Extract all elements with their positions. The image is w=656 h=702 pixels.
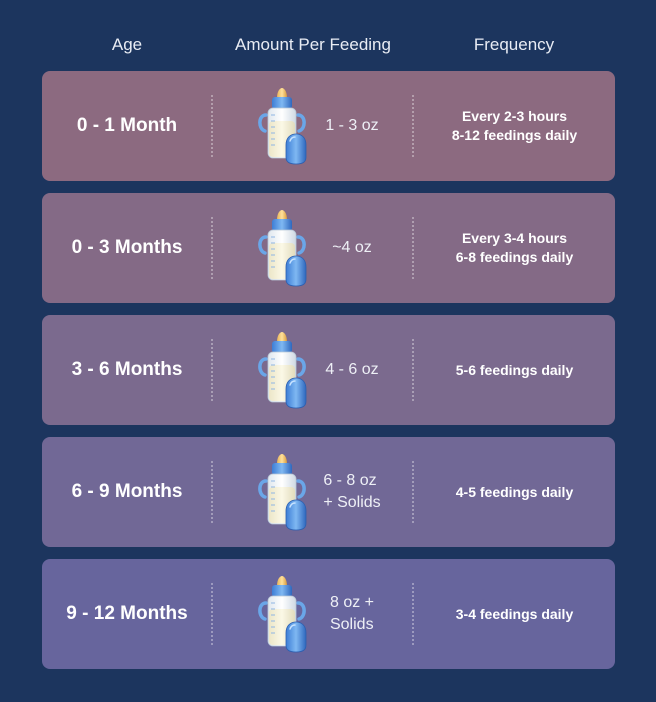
amount-text: 4 - 6 oz <box>325 361 379 378</box>
frequency-text: Every 2-3 hours 8-12 feedings daily <box>451 108 578 143</box>
frequency-text: 4-5 feedings daily <box>455 483 574 500</box>
age-cell: 0 - 1 Month <box>76 115 178 136</box>
frequency-cell: 3-4 feedings daily <box>414 559 615 669</box>
frequency-cell: 5-6 feedings daily <box>414 315 615 425</box>
frequency-cell: Every 3-4 hours 6-8 feedings daily <box>414 193 615 303</box>
column-divider <box>211 339 213 401</box>
column-divider <box>211 217 213 279</box>
amount-text: ~4 oz <box>332 239 372 256</box>
amount-text: 6 - 8 oz + Solids <box>323 472 381 511</box>
baby-bottle-icon <box>256 207 308 289</box>
column-divider <box>211 95 213 157</box>
amount-cell: 1 - 3 oz <box>310 71 394 181</box>
age-cell: 9 - 12 Months <box>66 603 188 624</box>
column-divider <box>412 339 414 401</box>
column-divider <box>211 583 213 645</box>
frequency-column-header: Frequency <box>473 35 555 54</box>
column-divider <box>412 461 414 523</box>
table-row: 9 - 12 Months <box>42 559 615 669</box>
baby-bottle-icon <box>256 573 308 655</box>
amount-cell: ~4 oz <box>310 193 394 303</box>
table-header: Age Amount Per Feeding Frequency <box>42 32 615 58</box>
frequency-cell: 4-5 feedings daily <box>414 437 615 547</box>
frequency-text: 3-4 feedings daily <box>455 605 574 622</box>
frequency-text: Every 3-4 hours 6-8 feedings daily <box>455 230 574 265</box>
column-divider <box>412 583 414 645</box>
table-row: 3 - 6 Months <box>42 315 615 425</box>
amount-cell: 8 oz + Solids <box>310 559 394 669</box>
amount-cell: 4 - 6 oz <box>310 315 394 425</box>
age-column-header: Age <box>111 35 143 54</box>
age-cell: 6 - 9 Months <box>71 481 183 502</box>
column-divider <box>412 95 414 157</box>
table-row: 0 - 3 Months <box>42 193 615 303</box>
age-cell: 0 - 3 Months <box>71 237 183 258</box>
column-divider <box>211 461 213 523</box>
amount-cell: 6 - 8 oz + Solids <box>310 437 394 547</box>
baby-bottle-icon <box>256 329 308 411</box>
age-cell: 3 - 6 Months <box>71 359 183 380</box>
amount-column-header: Amount Per Feeding <box>235 35 391 54</box>
table-row: 6 - 9 Months <box>42 437 615 547</box>
baby-bottle-icon <box>256 451 308 533</box>
amount-text: 1 - 3 oz <box>325 117 379 134</box>
frequency-text: 5-6 feedings daily <box>455 361 574 378</box>
amount-text: 8 oz + Solids <box>329 594 375 633</box>
table-row: 0 - 1 Month <box>42 71 615 181</box>
baby-bottle-icon <box>256 85 308 167</box>
column-divider <box>412 217 414 279</box>
frequency-cell: Every 2-3 hours 8-12 feedings daily <box>414 71 615 181</box>
